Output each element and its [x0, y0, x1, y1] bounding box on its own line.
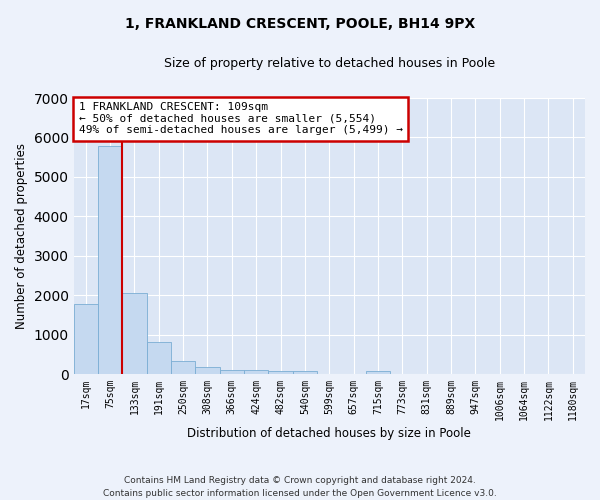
Bar — [74, 304, 98, 374]
Bar — [98, 146, 122, 374]
Bar — [268, 371, 293, 374]
Bar — [146, 342, 171, 374]
Title: Size of property relative to detached houses in Poole: Size of property relative to detached ho… — [164, 58, 495, 70]
Bar — [293, 372, 317, 374]
Bar — [244, 370, 268, 374]
Bar — [122, 293, 146, 374]
Text: 1 FRANKLAND CRESCENT: 109sqm
← 50% of detached houses are smaller (5,554)
49% of: 1 FRANKLAND CRESCENT: 109sqm ← 50% of de… — [79, 102, 403, 136]
Y-axis label: Number of detached properties: Number of detached properties — [15, 143, 28, 329]
Bar — [196, 366, 220, 374]
X-axis label: Distribution of detached houses by size in Poole: Distribution of detached houses by size … — [187, 427, 471, 440]
Bar — [220, 370, 244, 374]
Text: 1, FRANKLAND CRESCENT, POOLE, BH14 9PX: 1, FRANKLAND CRESCENT, POOLE, BH14 9PX — [125, 18, 475, 32]
Bar — [366, 371, 390, 374]
Text: Contains HM Land Registry data © Crown copyright and database right 2024.
Contai: Contains HM Land Registry data © Crown c… — [103, 476, 497, 498]
Bar — [171, 360, 196, 374]
